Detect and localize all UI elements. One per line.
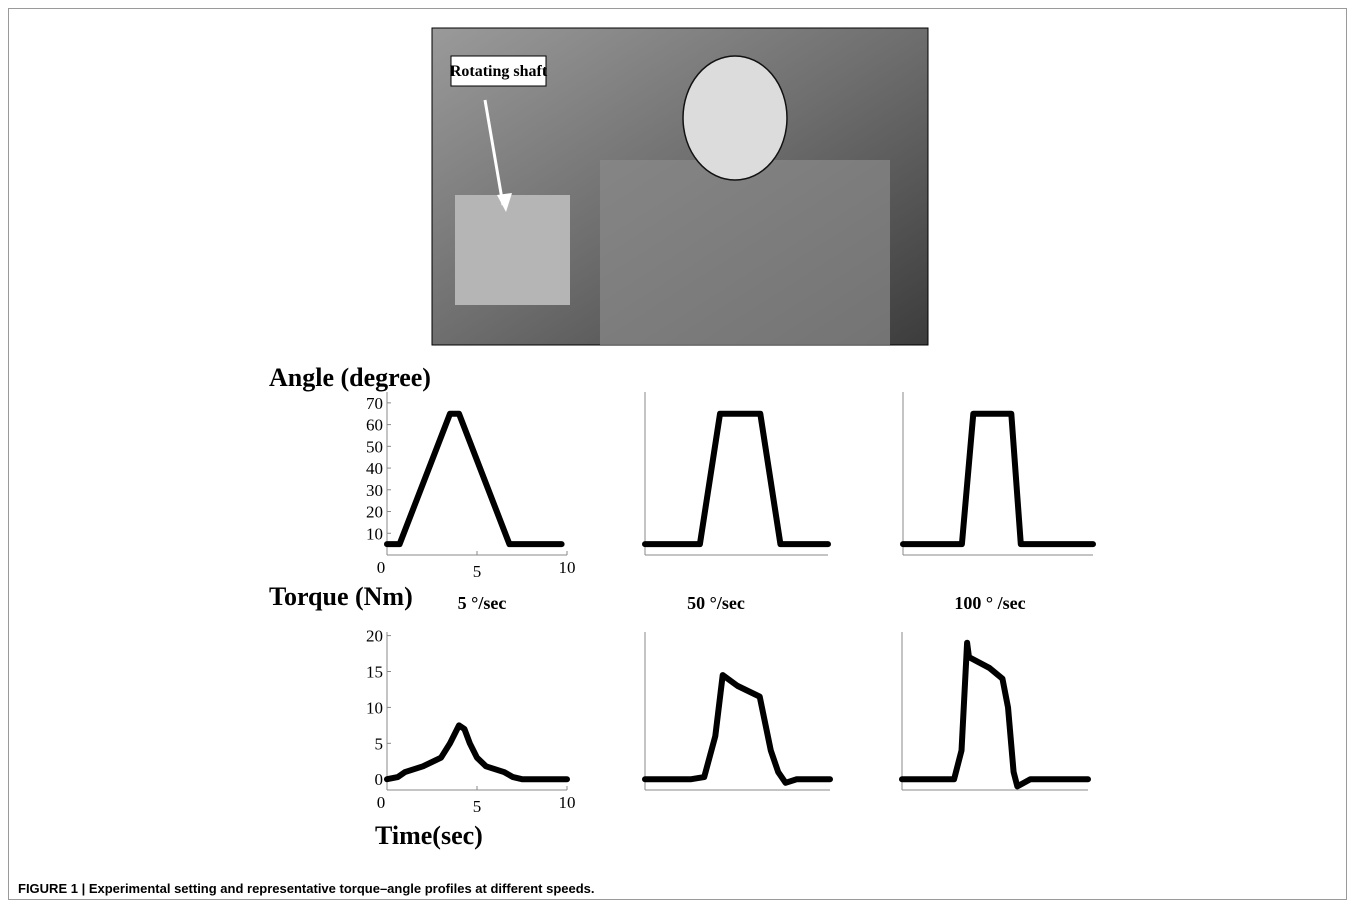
arrow-head xyxy=(497,193,512,212)
figure-border xyxy=(8,8,1347,900)
data-line xyxy=(642,410,831,548)
x-tick-label: 10 xyxy=(559,558,576,577)
y-tick-label: 60 xyxy=(366,416,383,435)
speed-label: 100 ° /sec xyxy=(954,593,1025,613)
label-box xyxy=(450,55,547,87)
photo-body xyxy=(600,160,890,345)
y-tick-label: 70 xyxy=(366,394,383,413)
y-tick-label: 50 xyxy=(366,437,383,456)
angle-label: Angle (degree) xyxy=(269,363,431,392)
photo: Rotating shaft xyxy=(431,27,929,346)
torque-label: Torque (Nm) xyxy=(269,582,413,611)
y-tick-label: 20 xyxy=(366,503,383,522)
y-tick-label: 10 xyxy=(366,698,383,717)
photo-label: Rotating shaft xyxy=(450,63,548,80)
y-tick-label: 15 xyxy=(366,663,383,682)
y-tick-label: 5 xyxy=(375,734,384,753)
face-mask xyxy=(682,55,788,181)
x-tick-label: 0 xyxy=(377,558,386,577)
y-tick-label: 40 xyxy=(366,459,383,478)
data-line xyxy=(899,639,1091,790)
arrow xyxy=(483,99,505,206)
y-tick-label: 30 xyxy=(366,481,383,500)
data-line xyxy=(642,672,833,786)
data-line xyxy=(384,722,570,783)
x-tick-label: 5 xyxy=(473,562,482,581)
y-tick-label: 20 xyxy=(366,627,383,646)
caption: FIGURE 1 | Experimental setting and repr… xyxy=(18,881,595,896)
speed-label: 5 °/sec xyxy=(458,593,507,613)
y-tick-label: 10 xyxy=(366,524,383,543)
x-tick-label: 10 xyxy=(559,793,576,812)
y-tick-label: 0 xyxy=(375,770,384,789)
x-tick-label: 0 xyxy=(377,793,386,812)
data-line xyxy=(900,410,1096,548)
speed-label: 50 °/sec xyxy=(687,593,745,613)
photo-device xyxy=(455,195,570,305)
time-label: Time(sec) xyxy=(375,821,483,850)
x-tick-label: 5 xyxy=(473,797,482,816)
data-line xyxy=(384,410,565,548)
